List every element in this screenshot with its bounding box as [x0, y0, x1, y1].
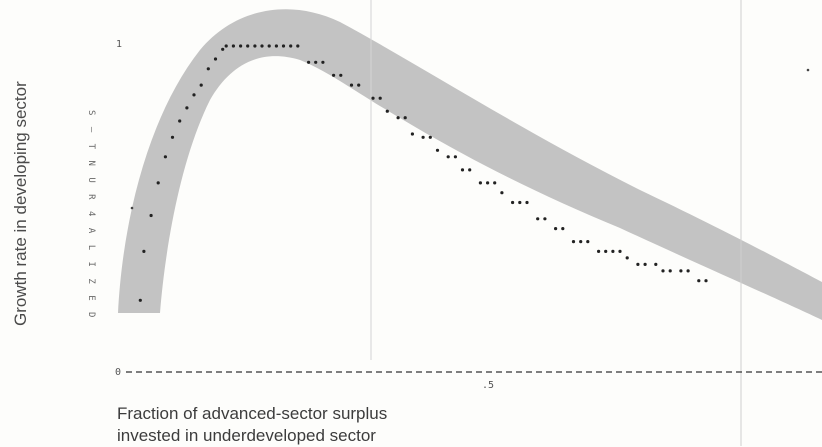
data-point [661, 269, 665, 273]
data-point [378, 96, 382, 100]
data-point [385, 109, 389, 113]
data-point [296, 44, 300, 48]
data-point [453, 155, 457, 159]
data-point [170, 135, 175, 139]
x-tick-half: .5 [482, 380, 494, 391]
x-axis-label: Fraction of advanced-sector surplus inve… [117, 403, 537, 447]
data-point [571, 240, 576, 244]
data-point [428, 135, 432, 139]
data-point [586, 240, 590, 244]
data-point [668, 269, 672, 273]
data-point [403, 116, 407, 120]
data-point [704, 279, 708, 283]
data-point [138, 298, 142, 302]
data-point [260, 44, 264, 48]
data-point [410, 132, 414, 136]
data-point [206, 67, 210, 71]
data-point [163, 155, 167, 159]
data-point [421, 135, 425, 139]
data-point [281, 44, 286, 48]
data-point [561, 227, 565, 231]
data-point [486, 181, 490, 185]
data-point [543, 217, 547, 221]
data-point [536, 217, 540, 221]
data-point [686, 269, 690, 273]
data-point [518, 200, 522, 205]
data-point [267, 44, 271, 48]
x-axis-label-line-1: Fraction of advanced-sector surplus [117, 404, 388, 423]
data-point [349, 83, 354, 87]
data-point [307, 60, 311, 64]
data-point [643, 262, 647, 266]
data-point [579, 240, 583, 244]
data-points [138, 44, 708, 302]
data-point [493, 181, 497, 185]
data-point [156, 181, 160, 185]
data-point [625, 256, 629, 260]
data-point [478, 181, 482, 185]
data-point [221, 47, 225, 51]
data-point [149, 213, 153, 218]
data-point [274, 44, 278, 48]
data-point [468, 168, 472, 172]
data-point [611, 249, 615, 253]
data-point [654, 262, 658, 266]
data-point [321, 60, 325, 64]
data-point [231, 44, 235, 48]
data-point [239, 44, 243, 48]
y-tick-0: 0 [115, 367, 121, 378]
data-point [199, 83, 203, 87]
x-axis-label-line-2: invested in underdeveloped sector [117, 426, 376, 445]
data-point [636, 262, 640, 266]
data-point [178, 119, 182, 123]
data-point [396, 116, 400, 120]
data-point [332, 73, 336, 77]
data-point [554, 227, 558, 231]
data-point [185, 106, 189, 110]
stray-mark [130, 206, 134, 210]
data-point [597, 249, 601, 253]
printout-axis-label: S — T N U R 4 A L I Z E D [86, 110, 96, 320]
data-point [679, 269, 683, 273]
data-point [618, 249, 622, 253]
data-point [213, 57, 218, 61]
data-point [525, 200, 529, 205]
data-point [289, 44, 293, 48]
uncertainty-band [118, 9, 822, 320]
data-point [357, 83, 361, 87]
data-point [246, 44, 250, 48]
data-point [604, 249, 608, 253]
data-point [192, 93, 196, 97]
data-point [510, 200, 515, 205]
data-point [435, 148, 440, 152]
stray-mark [806, 68, 810, 72]
data-point [224, 44, 228, 48]
data-point [500, 191, 504, 195]
data-point [339, 73, 343, 77]
data-point [142, 249, 146, 253]
data-point [371, 96, 375, 100]
y-axis-label: Growth rate in developing sector [11, 81, 30, 326]
y-tick-1: 1 [116, 39, 122, 50]
data-point [253, 44, 257, 48]
data-point [314, 60, 318, 64]
data-point [460, 168, 465, 172]
data-point [446, 155, 450, 159]
data-point [697, 279, 701, 283]
